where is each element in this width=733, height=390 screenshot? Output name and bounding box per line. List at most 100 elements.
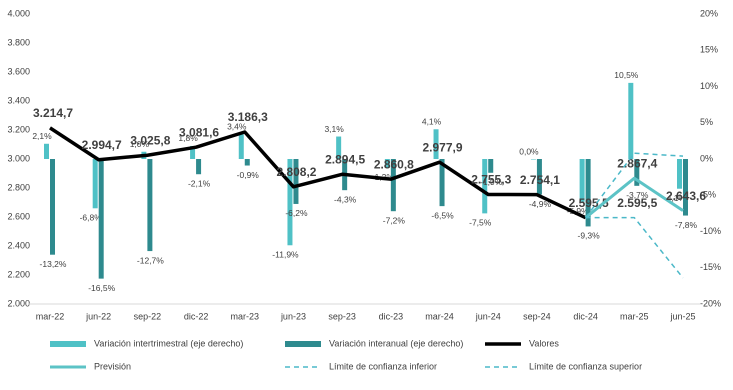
value-label: 2.867,4 bbox=[617, 156, 657, 170]
value-label: 2.894,5 bbox=[325, 152, 365, 166]
bar bbox=[628, 82, 634, 159]
bar bbox=[488, 159, 494, 173]
legend-label: Previsión bbox=[94, 361, 131, 371]
bar-label: -4,1% bbox=[664, 193, 687, 203]
value-label: 2.994,7 bbox=[82, 138, 122, 152]
x-tick-label: jun-24 bbox=[475, 311, 501, 321]
bar bbox=[336, 136, 342, 159]
value-label: 2.860,8 bbox=[374, 157, 414, 171]
bar bbox=[50, 159, 55, 255]
bar bbox=[196, 159, 202, 175]
bar-label: -12,7% bbox=[137, 255, 164, 265]
legend-swatch bbox=[285, 341, 321, 347]
legend-label: Variación interanual (eje derecho) bbox=[329, 338, 463, 348]
x-tick-label: mar-25 bbox=[620, 311, 649, 321]
bar bbox=[92, 159, 98, 209]
bar-label: -9,3% bbox=[578, 231, 601, 241]
x-tick-label: jun-22 bbox=[85, 311, 111, 321]
bar-label: -5,9% bbox=[567, 206, 590, 216]
bar bbox=[98, 159, 104, 279]
bar bbox=[390, 159, 396, 212]
bar bbox=[433, 129, 439, 159]
bar-label: 3,4% bbox=[227, 122, 247, 132]
line bbox=[49, 126, 587, 220]
y2-tick-label: -5% bbox=[700, 190, 716, 200]
bar-label: -3,7% bbox=[626, 190, 649, 200]
x-tick-label: sep-22 bbox=[134, 311, 162, 321]
bar bbox=[190, 145, 196, 159]
y-tick-label: 3.000 bbox=[7, 153, 30, 163]
bar-label: -6,8% bbox=[80, 213, 103, 223]
bar bbox=[147, 159, 153, 252]
bar bbox=[384, 159, 390, 168]
y-tick-label: 3.400 bbox=[7, 95, 30, 105]
bar bbox=[579, 159, 585, 202]
bar bbox=[530, 159, 536, 160]
y-tick-label: 2.800 bbox=[7, 182, 30, 192]
bar-label: -6,2% bbox=[285, 208, 308, 218]
value-label: 2.595,5 bbox=[617, 196, 657, 210]
y2-tick-label: -10% bbox=[700, 226, 721, 236]
bar-label: -0,9% bbox=[237, 170, 260, 180]
legend-label: Límite de confianza superior bbox=[529, 361, 642, 371]
value-label: 3.214,7 bbox=[33, 106, 73, 120]
bar-label: -16,5% bbox=[88, 283, 115, 293]
bar-label: -4,9% bbox=[529, 199, 552, 209]
x-tick-label: mar-23 bbox=[231, 311, 260, 321]
value-label: 3.025,8 bbox=[130, 133, 170, 147]
bar bbox=[44, 143, 49, 159]
x-tick-label: mar-24 bbox=[425, 311, 454, 321]
bar bbox=[536, 159, 542, 195]
bar-label: 2,1% bbox=[32, 131, 52, 141]
bar-label: -2,1% bbox=[188, 178, 211, 188]
line bbox=[584, 176, 684, 219]
bar bbox=[482, 159, 488, 214]
bar bbox=[238, 134, 244, 159]
y-tick-label: 3.200 bbox=[7, 124, 30, 134]
x-tick-label: dic-24 bbox=[573, 311, 598, 321]
bar bbox=[683, 159, 688, 216]
bar-label: -11,9% bbox=[272, 250, 299, 260]
y-tick-label: 3.800 bbox=[7, 37, 30, 47]
bar bbox=[634, 159, 640, 186]
y2-tick-label: 10% bbox=[700, 81, 718, 91]
value-label: 2.755,3 bbox=[471, 173, 511, 187]
bar bbox=[677, 159, 682, 189]
y2-tick-label: -20% bbox=[700, 298, 721, 308]
bar-label: -7,2% bbox=[383, 215, 406, 225]
bar bbox=[293, 159, 299, 204]
bar-label: -7,8% bbox=[675, 220, 698, 230]
x-tick-label: jun-25 bbox=[669, 311, 695, 321]
legend-swatch bbox=[50, 341, 86, 347]
bar-label: 3,1% bbox=[324, 124, 344, 134]
x-tick-label: sep-24 bbox=[523, 311, 551, 321]
y-tick-label: 2.600 bbox=[7, 211, 30, 221]
x-tick-label: sep-23 bbox=[328, 311, 356, 321]
value-label: 3.186,3 bbox=[228, 110, 268, 124]
y2-tick-label: -15% bbox=[700, 262, 721, 272]
value-label: 2.643,6 bbox=[666, 189, 706, 203]
bar-label: -1,9% bbox=[480, 177, 503, 187]
bar-label: -13,2% bbox=[40, 259, 67, 269]
bar-label: -7,5% bbox=[469, 218, 492, 228]
x-tick-label: dic-23 bbox=[379, 311, 404, 321]
x-tick-label: dic-22 bbox=[184, 311, 209, 321]
line bbox=[585, 216, 684, 279]
bar bbox=[439, 159, 445, 207]
bar-label: -4,3% bbox=[334, 194, 357, 204]
value-label: 2.977,9 bbox=[423, 140, 463, 154]
bar bbox=[585, 159, 591, 227]
legend-label: Valores bbox=[529, 338, 559, 348]
x-tick-label: jun-23 bbox=[280, 311, 306, 321]
value-label: 2.754,1 bbox=[520, 173, 560, 187]
y2-tick-label: 15% bbox=[700, 45, 718, 55]
bar-label: -6,5% bbox=[431, 210, 454, 220]
y-tick-label: 2.200 bbox=[7, 269, 30, 279]
bar-label: 4,1% bbox=[422, 117, 442, 127]
y-tick-label: 2.400 bbox=[7, 240, 30, 250]
bar bbox=[244, 159, 250, 166]
legend-label: Variación intertrimestral (eje derecho) bbox=[94, 338, 243, 348]
y2-tick-label: 20% bbox=[700, 8, 718, 18]
y-tick-label: 2.000 bbox=[7, 298, 30, 308]
